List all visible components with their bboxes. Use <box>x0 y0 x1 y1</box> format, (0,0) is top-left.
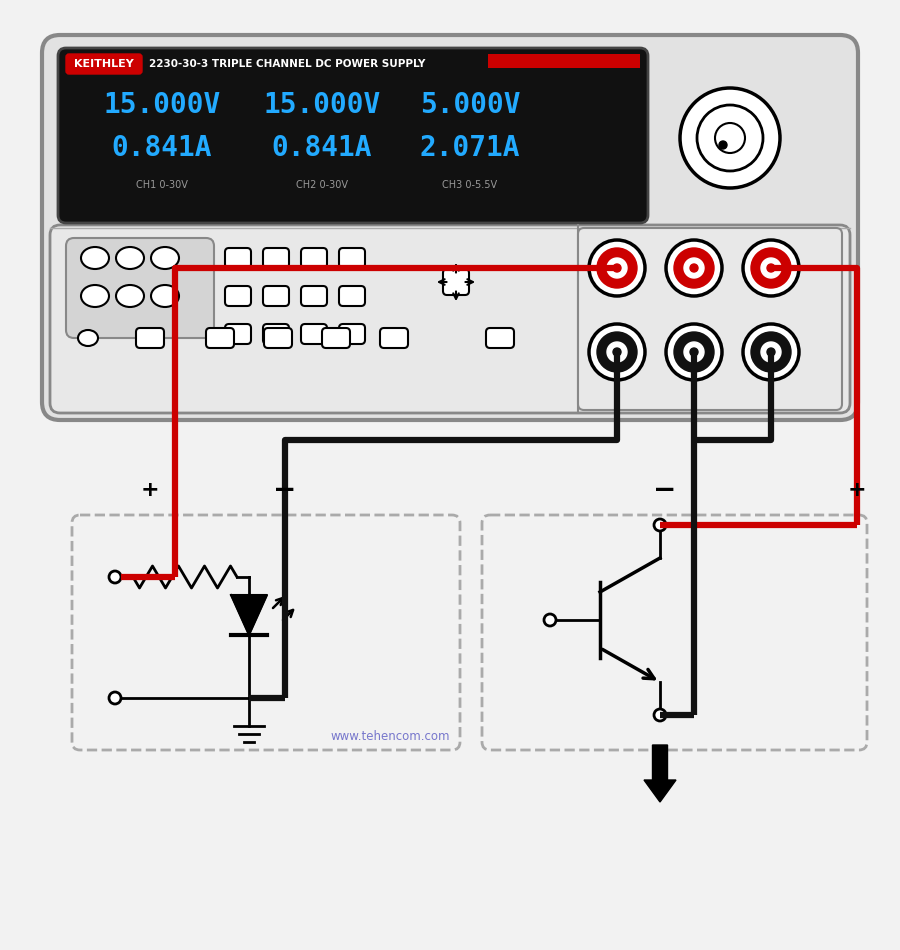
FancyBboxPatch shape <box>339 324 365 344</box>
FancyBboxPatch shape <box>66 238 214 338</box>
FancyBboxPatch shape <box>339 286 365 306</box>
Circle shape <box>715 123 745 153</box>
FancyBboxPatch shape <box>339 248 365 268</box>
FancyBboxPatch shape <box>263 248 289 268</box>
FancyBboxPatch shape <box>443 269 469 295</box>
Text: +: + <box>140 480 159 500</box>
Circle shape <box>613 348 621 356</box>
FancyBboxPatch shape <box>301 324 327 344</box>
Bar <box>488 54 640 68</box>
Ellipse shape <box>81 247 109 269</box>
FancyBboxPatch shape <box>322 328 350 348</box>
FancyBboxPatch shape <box>42 35 858 420</box>
Circle shape <box>767 264 775 272</box>
Circle shape <box>654 709 666 721</box>
FancyBboxPatch shape <box>486 328 514 348</box>
FancyBboxPatch shape <box>50 225 850 413</box>
FancyBboxPatch shape <box>263 286 289 306</box>
Polygon shape <box>231 595 267 635</box>
Ellipse shape <box>151 285 179 307</box>
Circle shape <box>109 692 121 704</box>
Circle shape <box>607 258 627 278</box>
FancyBboxPatch shape <box>380 328 408 348</box>
FancyBboxPatch shape <box>58 48 648 223</box>
Text: 2230-30-3 TRIPLE CHANNEL DC POWER SUPPLY: 2230-30-3 TRIPLE CHANNEL DC POWER SUPPLY <box>149 59 426 69</box>
Circle shape <box>674 332 714 372</box>
Circle shape <box>589 324 645 380</box>
Text: 5.000V: 5.000V <box>419 91 520 119</box>
Ellipse shape <box>151 247 179 269</box>
Circle shape <box>544 614 556 626</box>
Circle shape <box>684 342 704 362</box>
Ellipse shape <box>81 285 109 307</box>
FancyBboxPatch shape <box>206 328 234 348</box>
Circle shape <box>109 571 121 583</box>
Text: −: − <box>274 476 297 504</box>
Circle shape <box>674 248 714 288</box>
Text: CH2 0-30V: CH2 0-30V <box>296 180 348 190</box>
Ellipse shape <box>78 330 98 346</box>
Circle shape <box>690 264 698 272</box>
Text: 0.841A: 0.841A <box>272 134 373 162</box>
Circle shape <box>761 342 781 362</box>
Text: CH1 0-30V: CH1 0-30V <box>136 180 188 190</box>
Text: 15.000V: 15.000V <box>264 91 381 119</box>
Circle shape <box>589 240 645 296</box>
Circle shape <box>751 332 791 372</box>
Circle shape <box>743 324 799 380</box>
FancyBboxPatch shape <box>136 328 164 348</box>
Circle shape <box>654 519 666 531</box>
Circle shape <box>767 348 775 356</box>
Text: www.tehencom.com: www.tehencom.com <box>330 730 450 743</box>
Text: CH3 0-5.5V: CH3 0-5.5V <box>443 180 498 190</box>
Text: −: − <box>653 476 677 504</box>
FancyBboxPatch shape <box>264 328 292 348</box>
FancyBboxPatch shape <box>301 286 327 306</box>
Text: 2.071A: 2.071A <box>419 134 520 162</box>
Circle shape <box>697 105 763 171</box>
Circle shape <box>666 324 722 380</box>
FancyBboxPatch shape <box>263 324 289 344</box>
Circle shape <box>684 258 704 278</box>
FancyBboxPatch shape <box>578 228 842 410</box>
Circle shape <box>743 240 799 296</box>
Circle shape <box>607 342 627 362</box>
FancyArrow shape <box>644 745 676 802</box>
Circle shape <box>613 264 621 272</box>
Text: 15.000V: 15.000V <box>104 91 220 119</box>
Text: KEITHLEY: KEITHLEY <box>74 59 134 69</box>
Circle shape <box>680 88 780 188</box>
Circle shape <box>719 141 727 149</box>
FancyBboxPatch shape <box>225 324 251 344</box>
FancyBboxPatch shape <box>301 248 327 268</box>
Circle shape <box>597 332 637 372</box>
Circle shape <box>751 248 791 288</box>
Text: 0.841A: 0.841A <box>112 134 212 162</box>
Circle shape <box>666 240 722 296</box>
FancyBboxPatch shape <box>225 286 251 306</box>
Ellipse shape <box>116 247 144 269</box>
Circle shape <box>761 258 781 278</box>
Circle shape <box>690 348 698 356</box>
FancyBboxPatch shape <box>66 54 142 74</box>
Text: +: + <box>848 480 867 500</box>
Ellipse shape <box>116 285 144 307</box>
Circle shape <box>597 248 637 288</box>
FancyBboxPatch shape <box>225 248 251 268</box>
